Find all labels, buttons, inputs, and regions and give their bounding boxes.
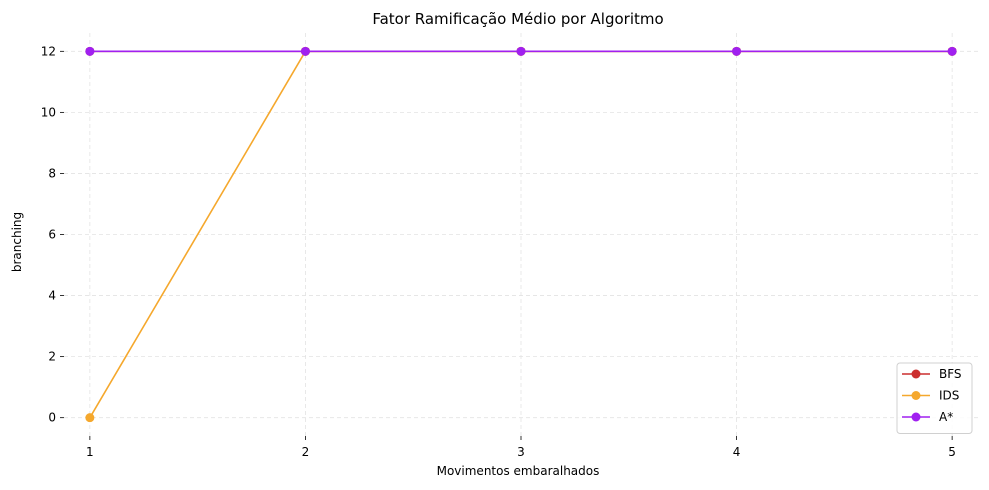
grid xyxy=(64,33,978,436)
y-tick-label: 12 xyxy=(41,44,56,58)
legend-marker xyxy=(911,391,921,400)
data-point xyxy=(947,46,957,56)
data-point xyxy=(85,413,95,423)
y-tick-label: 8 xyxy=(48,166,56,180)
chart-title: Fator Ramificação Médio por Algoritmo xyxy=(372,10,663,28)
y-tick-label: 4 xyxy=(48,289,56,303)
legend-item: IDS xyxy=(902,389,959,403)
data-point xyxy=(300,46,310,56)
x-tick-label: 5 xyxy=(948,445,956,459)
y-tick-label: 10 xyxy=(41,105,56,119)
x-axis-label: Movimentos embaralhados xyxy=(437,464,600,478)
legend-item: A* xyxy=(902,410,953,424)
series-group xyxy=(85,46,957,423)
y-tick-label: 0 xyxy=(48,411,56,425)
y-tick-label: 6 xyxy=(48,228,56,242)
data-point xyxy=(516,46,526,56)
data-point xyxy=(732,46,742,56)
y-tick-label: 2 xyxy=(48,350,56,364)
x-tick-label: 1 xyxy=(86,445,94,459)
x-tick-label: 2 xyxy=(302,445,310,459)
x-tick-label: 4 xyxy=(733,445,741,459)
legend-label: BFS xyxy=(939,367,962,381)
x-tick-label: 3 xyxy=(517,445,525,459)
legend-label: IDS xyxy=(939,389,959,403)
legend: BFS IDS A* xyxy=(896,362,973,434)
y-axis-label: branching xyxy=(10,212,24,272)
legend-item: BFS xyxy=(902,367,962,381)
legend-label: A* xyxy=(939,410,953,424)
legend-marker xyxy=(911,412,921,422)
data-point xyxy=(85,46,95,56)
series-astar xyxy=(85,46,957,56)
legend-marker xyxy=(911,369,921,379)
